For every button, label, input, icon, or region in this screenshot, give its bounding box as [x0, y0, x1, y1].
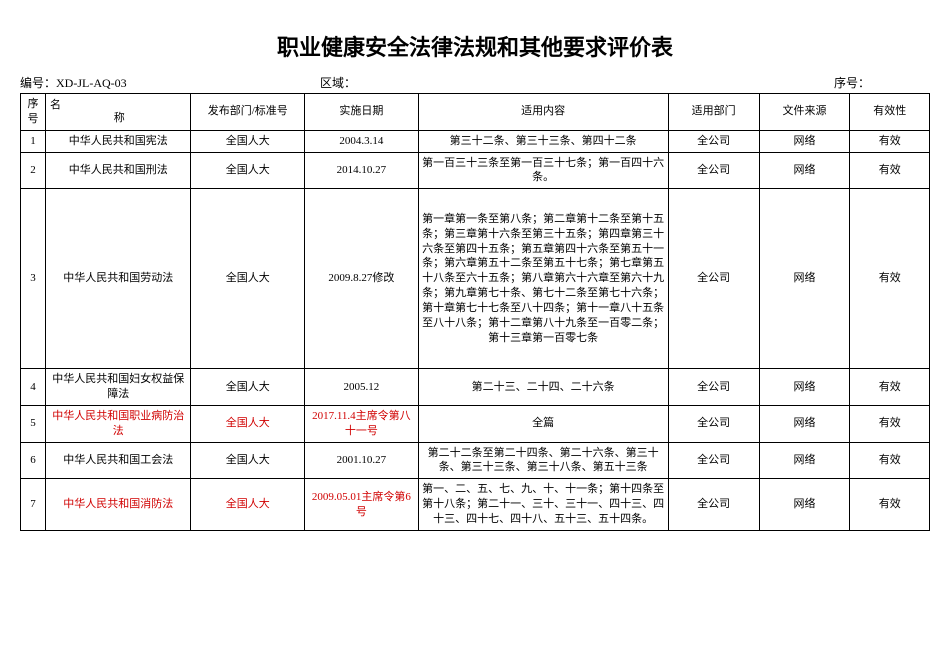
cell-validity: 有效 [850, 405, 930, 442]
cell-date: 2004.3.14 [305, 130, 419, 152]
cell-name: 中华人民共和国工会法 [45, 442, 190, 479]
cell-scope: 第三十二条、第三十三条、第四十二条 [418, 130, 668, 152]
col-seq: 序号 [21, 94, 46, 131]
cell-seq: 6 [21, 442, 46, 479]
cell-seq: 7 [21, 479, 46, 531]
table-row: 6中华人民共和国工会法全国人大2001.10.27第二十二条至第二十四条、第二十… [21, 442, 930, 479]
table-row: 7中华人民共和国消防法全国人大2009.05.01主席令第6号第一、二、五、七、… [21, 479, 930, 531]
cell-seq: 2 [21, 152, 46, 189]
col-name-top: 名 [50, 99, 61, 111]
cell-date: 2009.8.27修改 [305, 189, 419, 369]
col-date: 实施日期 [305, 94, 419, 131]
cell-scope: 第一、二、五、七、九、十、十一条；第十四条至第十八条；第二十一、三十、三十一、四… [418, 479, 668, 531]
col-dept: 发布部门/标准号 [191, 94, 305, 131]
cell-dept: 全国人大 [191, 369, 305, 406]
col-name: 名 称 [45, 94, 190, 131]
table-row: 2中华人民共和国刑法全国人大2014.10.27第一百三十三条至第一百三十七条；… [21, 152, 930, 189]
cell-date: 2001.10.27 [305, 442, 419, 479]
cell-dept: 全国人大 [191, 130, 305, 152]
cell-date: 2009.05.01主席令第6号 [305, 479, 419, 531]
cell-validity: 有效 [850, 189, 930, 369]
cell-dept: 全国人大 [191, 152, 305, 189]
cell-scope: 第二十三、二十四、二十六条 [418, 369, 668, 406]
page-title: 职业健康安全法律法规和其他要求评价表 [20, 30, 930, 62]
cell-apply: 全公司 [668, 479, 759, 531]
cell-name: 中华人民共和国劳动法 [45, 189, 190, 369]
table-row: 4中华人民共和国妇女权益保障法全国人大2005.12第二十三、二十四、二十六条全… [21, 369, 930, 406]
table-row: 3中华人民共和国劳动法全国人大2009.8.27修改第一章第一条至第八条；第二章… [21, 189, 930, 369]
table-body: 1中华人民共和国宪法全国人大2004.3.14第三十二条、第三十三条、第四十二条… [21, 130, 930, 530]
cell-dept: 全国人大 [191, 479, 305, 531]
table-row: 1中华人民共和国宪法全国人大2004.3.14第三十二条、第三十三条、第四十二条… [21, 130, 930, 152]
cell-seq: 3 [21, 189, 46, 369]
cell-apply: 全公司 [668, 189, 759, 369]
col-validity: 有效性 [850, 94, 930, 131]
cell-name: 中华人民共和国职业病防治法 [45, 405, 190, 442]
col-apply: 适用部门 [668, 94, 759, 131]
cell-dept: 全国人大 [191, 189, 305, 369]
meta-row: 编号：XD-JL-AQ-03 区域： 序号： [20, 74, 930, 91]
cell-source: 网络 [759, 479, 850, 531]
col-name-bottom: 称 [50, 111, 188, 126]
seq-label: 序号： [834, 74, 870, 91]
cell-apply: 全公司 [668, 442, 759, 479]
cell-name: 中华人民共和国宪法 [45, 130, 190, 152]
cell-date: 2017.11.4主席令第八十一号 [305, 405, 419, 442]
code-label: 编号： [20, 76, 56, 90]
cell-source: 网络 [759, 442, 850, 479]
cell-apply: 全公司 [668, 130, 759, 152]
cell-dept: 全国人大 [191, 405, 305, 442]
cell-scope: 第一章第一条至第八条；第二章第十二条至第十五条；第三章第十六条至第三十五条；第四… [418, 189, 668, 369]
cell-seq: 1 [21, 130, 46, 152]
cell-apply: 全公司 [668, 369, 759, 406]
cell-scope: 第一百三十三条至第一百三十七条；第一百四十六条。 [418, 152, 668, 189]
region-label: 区域： [320, 74, 356, 91]
cell-source: 网络 [759, 405, 850, 442]
cell-validity: 有效 [850, 479, 930, 531]
cell-dept: 全国人大 [191, 442, 305, 479]
table-row: 5中华人民共和国职业病防治法全国人大2017.11.4主席令第八十一号全篇全公司… [21, 405, 930, 442]
cell-validity: 有效 [850, 442, 930, 479]
cell-name: 中华人民共和国消防法 [45, 479, 190, 531]
cell-seq: 4 [21, 369, 46, 406]
cell-scope: 第二十二条至第二十四条、第二十六条、第三十条、第三十三条、第三十八条、第五十三条 [418, 442, 668, 479]
cell-apply: 全公司 [668, 152, 759, 189]
regulation-table: 序号 名 称 发布部门/标准号 实施日期 适用内容 适用部门 文件来源 有效性 … [20, 93, 930, 531]
cell-date: 2005.12 [305, 369, 419, 406]
cell-name: 中华人民共和国妇女权益保障法 [45, 369, 190, 406]
col-scope: 适用内容 [418, 94, 668, 131]
code-value: XD-JL-AQ-03 [56, 76, 127, 90]
cell-validity: 有效 [850, 152, 930, 189]
cell-seq: 5 [21, 405, 46, 442]
header-row: 序号 名 称 发布部门/标准号 实施日期 适用内容 适用部门 文件来源 有效性 [21, 94, 930, 131]
cell-date: 2014.10.27 [305, 152, 419, 189]
cell-source: 网络 [759, 369, 850, 406]
col-source: 文件来源 [759, 94, 850, 131]
cell-name: 中华人民共和国刑法 [45, 152, 190, 189]
cell-validity: 有效 [850, 130, 930, 152]
cell-validity: 有效 [850, 369, 930, 406]
cell-source: 网络 [759, 189, 850, 369]
cell-source: 网络 [759, 130, 850, 152]
code-block: 编号：XD-JL-AQ-03 [20, 74, 127, 91]
cell-scope: 全篇 [418, 405, 668, 442]
cell-apply: 全公司 [668, 405, 759, 442]
cell-source: 网络 [759, 152, 850, 189]
